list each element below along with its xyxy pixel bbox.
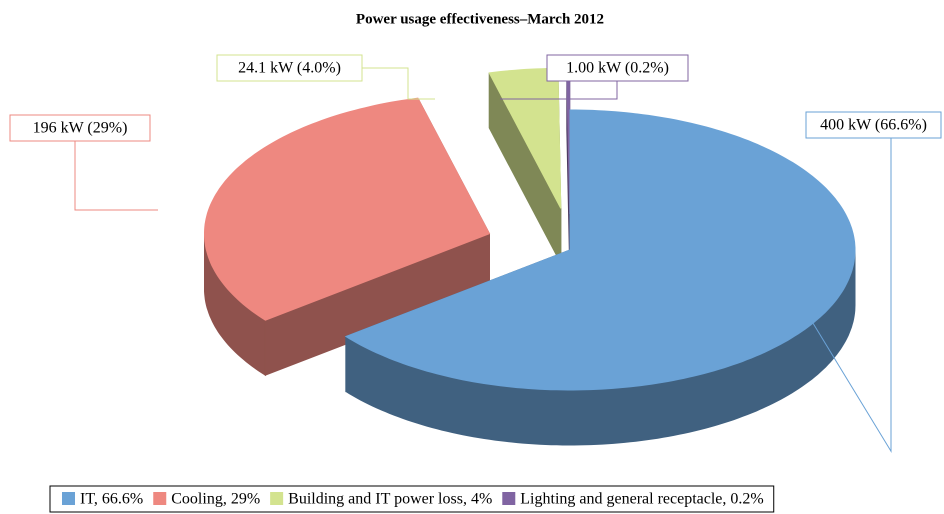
legend-label: Building and IT power loss, 4% <box>288 491 492 508</box>
data-label: 24.1 kW (4.0%) <box>238 60 341 77</box>
legend-swatch <box>62 492 75 505</box>
data-label: 196 kW (29%) <box>33 120 128 137</box>
data-label: 1.00 kW (0.2%) <box>566 60 669 77</box>
legend <box>49 485 775 513</box>
legend-swatch <box>153 492 167 505</box>
label-box <box>805 111 942 139</box>
slice <box>344 109 856 391</box>
chart-title: Power usage effectiveness–March 2012 <box>356 11 604 27</box>
slice <box>204 97 491 321</box>
legend-label: Cooling, 29% <box>171 491 260 508</box>
legend-label: IT, 66.6% <box>80 491 143 508</box>
legend-label: Lighting and general receptacle, 0.2% <box>520 491 763 508</box>
data-label: 400 kW (66.6%) <box>820 117 927 134</box>
label-box <box>216 54 363 82</box>
legend-swatch <box>270 492 284 505</box>
leader-line <box>500 81 618 100</box>
leader-line <box>74 141 158 211</box>
leader-line <box>812 138 892 453</box>
label-box <box>546 54 689 82</box>
leader-line <box>362 67 435 100</box>
label-box <box>9 114 151 142</box>
legend-swatch <box>502 492 516 505</box>
